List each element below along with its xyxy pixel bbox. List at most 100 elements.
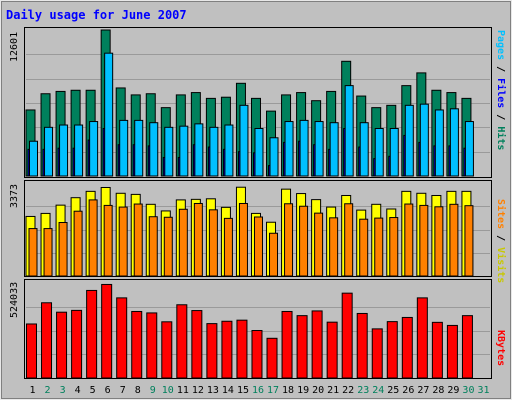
x-tick-label: 25 bbox=[387, 385, 399, 396]
pages-bar bbox=[404, 104, 414, 177]
kbytes-bar bbox=[296, 315, 308, 379]
sites-bar bbox=[329, 217, 339, 277]
x-tick-label: 5 bbox=[90, 385, 96, 396]
sites-bar bbox=[178, 208, 188, 277]
sites-bar bbox=[73, 210, 83, 277]
x-tick-label: 10 bbox=[162, 385, 174, 396]
pages-bar bbox=[134, 119, 144, 177]
pages-bar bbox=[89, 121, 99, 177]
pages-bar bbox=[464, 121, 474, 177]
x-tick-label: 1 bbox=[30, 385, 36, 396]
pages-bar bbox=[239, 104, 249, 177]
x-tick-label: 19 bbox=[297, 385, 309, 396]
pages-bar bbox=[329, 122, 339, 177]
pages-bar bbox=[164, 126, 174, 177]
kbytes-bar bbox=[401, 316, 413, 379]
kbytes-bar bbox=[161, 321, 173, 379]
sites-bar bbox=[253, 216, 263, 277]
sites-bar bbox=[88, 199, 98, 277]
pages-bar bbox=[359, 122, 369, 177]
visits-legend: Sites / Visits bbox=[495, 199, 507, 283]
pages-bar bbox=[374, 127, 384, 177]
pages-bar bbox=[44, 126, 54, 177]
sites-bar bbox=[118, 206, 128, 277]
legend-files: Files bbox=[495, 78, 507, 108]
sites-bar bbox=[238, 202, 248, 277]
kbytes-ymax-label: 524033 bbox=[9, 282, 20, 318]
x-axis-labels: 1 2 3 4 5 6 7 8 9 10 11 12 13 14 15 16 17 18 19 20 21 22 23 24 2… bbox=[30, 385, 490, 396]
legend-kbytes: KBytes bbox=[495, 330, 506, 366]
x-tick-label: 16 bbox=[252, 385, 264, 396]
pages-bar bbox=[59, 124, 69, 177]
x-tick-label: 24 bbox=[372, 385, 384, 396]
x-tick-label: 9 bbox=[150, 385, 156, 396]
kbytes-bar bbox=[146, 312, 158, 379]
pages-bar bbox=[449, 108, 459, 177]
kbytes-legend: KBytes bbox=[495, 330, 506, 366]
kbytes-bar bbox=[221, 320, 233, 379]
pages-bar bbox=[29, 140, 38, 177]
sites-bar bbox=[449, 203, 459, 277]
hits-ymax-label: 12601 bbox=[9, 32, 20, 62]
legend-visits: Visits bbox=[495, 247, 507, 283]
x-tick-label: 13 bbox=[207, 385, 219, 396]
pages-bar bbox=[104, 52, 114, 177]
kbytes-bar bbox=[41, 302, 53, 379]
pages-bar bbox=[119, 119, 129, 177]
kbytes-bar bbox=[311, 310, 323, 379]
sites-bar bbox=[193, 202, 203, 277]
sites-bar bbox=[284, 203, 294, 277]
x-tick-label: 28 bbox=[432, 385, 444, 396]
kbytes-bar bbox=[341, 292, 353, 379]
x-tick-label: 26 bbox=[402, 385, 414, 396]
visits-legend-text: Sites / Visits bbox=[495, 199, 507, 283]
x-tick-label: 31 bbox=[477, 385, 489, 396]
x-tick-label: 29 bbox=[447, 385, 459, 396]
x-tick-label: 6 bbox=[105, 385, 111, 396]
kbytes-bar bbox=[191, 310, 203, 379]
sites-bar bbox=[269, 232, 279, 277]
sites-bar bbox=[389, 217, 399, 277]
pages-bar bbox=[209, 126, 219, 177]
x-tick-label: 12 bbox=[192, 385, 204, 396]
kbytes-bar bbox=[26, 323, 37, 379]
kbytes-bar bbox=[446, 324, 458, 379]
kbytes-bar bbox=[326, 321, 338, 379]
kbytes-bar bbox=[461, 315, 473, 379]
kbytes-bar bbox=[371, 328, 383, 379]
sites-bar bbox=[58, 222, 68, 277]
x-tick-label: 30 bbox=[462, 385, 474, 396]
legend-sep-1: / bbox=[495, 60, 506, 78]
kbytes-bar bbox=[251, 330, 263, 379]
kbytes-bar bbox=[236, 319, 248, 379]
legend-sep-2: / bbox=[495, 108, 506, 126]
x-tick-label: 18 bbox=[282, 385, 294, 396]
sites-bar bbox=[434, 206, 444, 277]
kbytes-bar bbox=[356, 312, 368, 379]
x-tick-label: 3 bbox=[60, 385, 66, 396]
kbytes-bar bbox=[266, 337, 278, 379]
sites-bar bbox=[314, 212, 324, 277]
sites-bar bbox=[419, 204, 429, 277]
kbytes-bar bbox=[131, 310, 143, 379]
pages-bar bbox=[389, 127, 399, 177]
x-tick-label: 4 bbox=[75, 385, 81, 396]
hits-legend-text: Pages / Files / Hits bbox=[495, 30, 507, 150]
sites-bar bbox=[103, 204, 113, 277]
visits-ymax-label: 3373 bbox=[9, 184, 20, 208]
sites-bar bbox=[223, 217, 233, 277]
outer-bevel-dark bbox=[1, 1, 511, 399]
x-tick-label: 23 bbox=[357, 385, 369, 396]
x-tick-label: 27 bbox=[417, 385, 429, 396]
kbytes-bar bbox=[101, 283, 113, 379]
kbytes-bar bbox=[416, 297, 428, 379]
legend-sep-3: / bbox=[495, 229, 506, 247]
sites-bar bbox=[148, 216, 158, 277]
sites-bar bbox=[28, 228, 38, 277]
pages-bar bbox=[149, 122, 159, 177]
bars bbox=[25, 29, 474, 379]
pages-bar bbox=[314, 121, 324, 177]
x-tick-label: 20 bbox=[312, 385, 324, 396]
